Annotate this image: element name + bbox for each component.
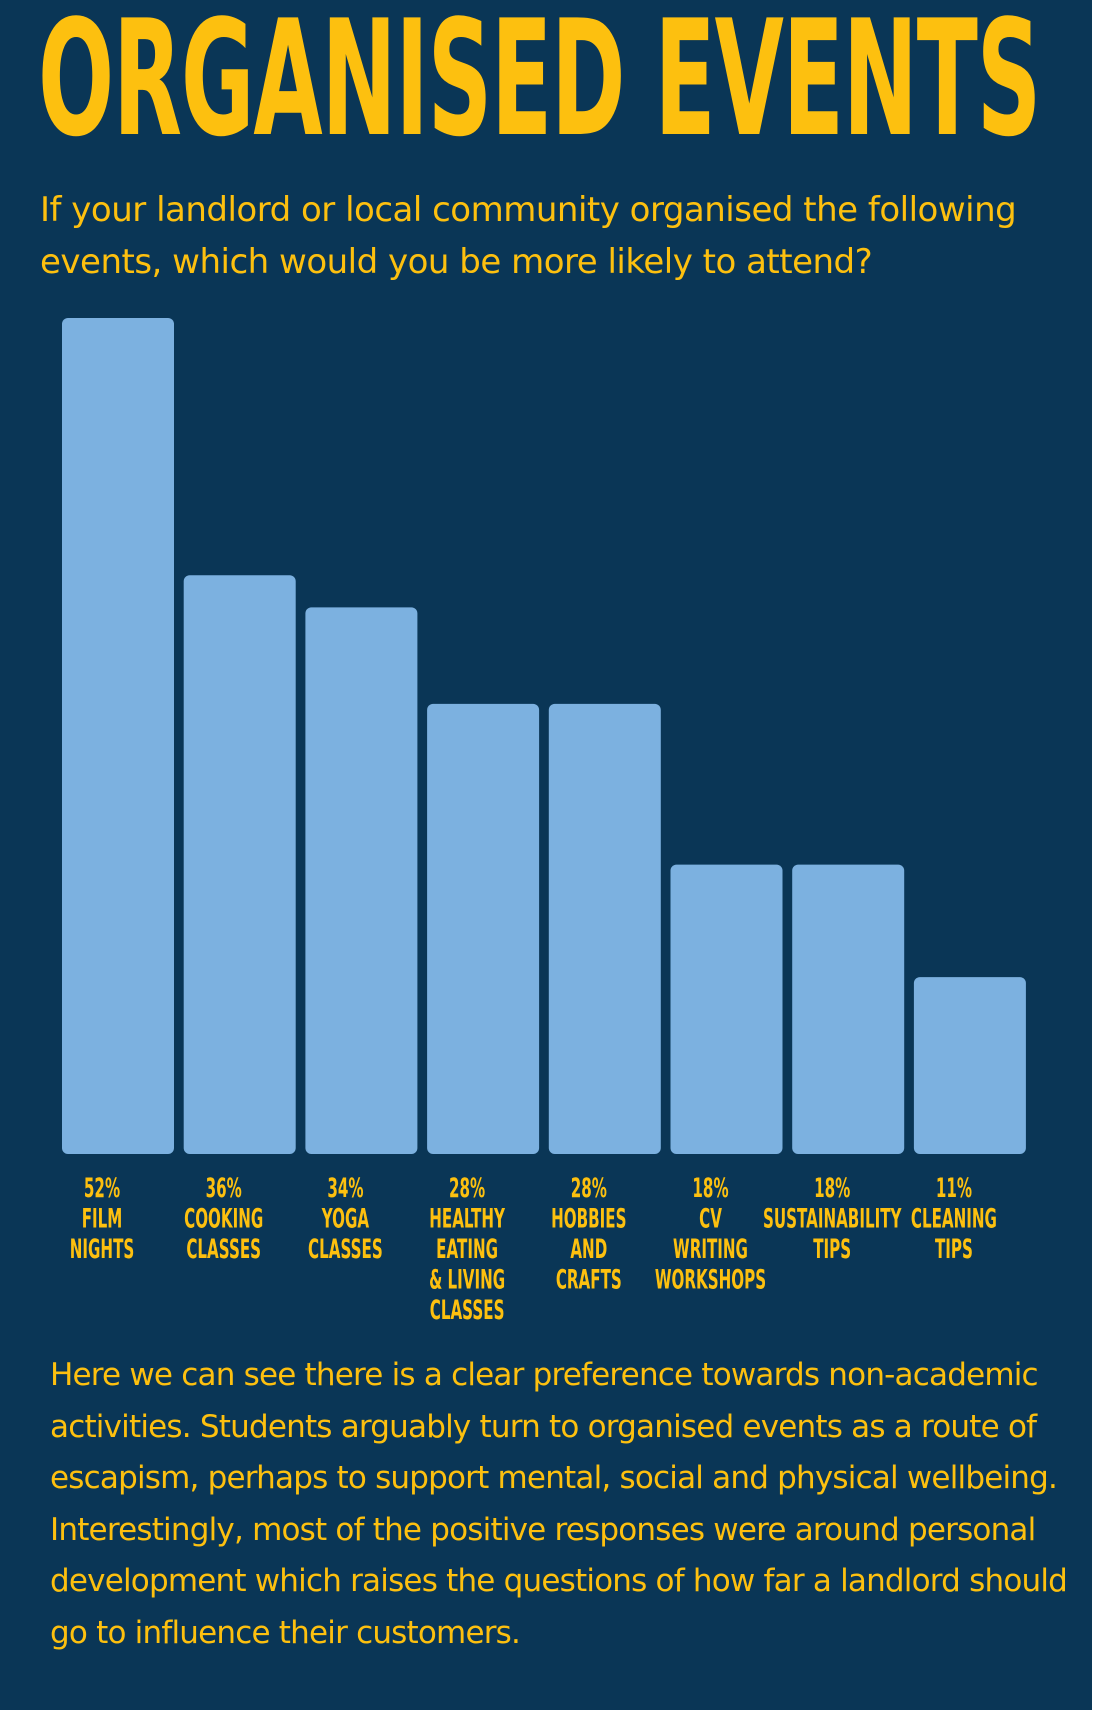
category-label-line: HOBBIES <box>551 1204 626 1235</box>
category-label-line: WORKSHOPS <box>655 1265 766 1296</box>
category-label-line: CV <box>699 1204 722 1235</box>
category-label-line: CLASSES <box>308 1235 383 1266</box>
category-label-line: CLEANING <box>911 1204 997 1235</box>
value-label-5: 18% <box>692 1174 728 1205</box>
category-label-line: & LIVING <box>429 1265 505 1296</box>
commentary-paragraph: Here we can see there is a clear prefere… <box>50 1357 1068 1651</box>
value-label-3: 28% <box>449 1174 485 1205</box>
bar-3 <box>427 703 540 1154</box>
category-label-line: HEALTHY <box>429 1204 506 1235</box>
category-label-line: SUSTAINABILITY <box>763 1204 902 1235</box>
category-label-1: 36% COOKING CLASSES <box>184 1174 263 1266</box>
category-label-line: WRITING <box>673 1235 748 1266</box>
bar-4 <box>548 703 661 1154</box>
category-label-7: 11% CLEANING TIPS <box>911 1174 997 1266</box>
value-label-1: 36% <box>206 1174 242 1205</box>
category-label-line: FILM <box>82 1204 123 1235</box>
category-label-line: NIGHTS <box>70 1235 135 1266</box>
value-label-4: 28% <box>571 1174 607 1205</box>
category-label-5: 18% CV WRITING WORKSHOPS <box>655 1174 766 1296</box>
category-label-3: 28% HEALTHY EATING & LIVING CLASSES <box>429 1174 506 1327</box>
bar-6 <box>792 864 905 1154</box>
bar-0 <box>62 318 174 1154</box>
bar-7 <box>913 977 1026 1154</box>
bar-5 <box>670 864 783 1154</box>
bars-group <box>62 318 1026 1154</box>
category-label-line: CRAFTS <box>556 1265 622 1296</box>
bar-1 <box>183 575 296 1154</box>
category-label-line: AND <box>570 1235 607 1266</box>
value-label-2: 34% <box>327 1174 363 1205</box>
category-label-6: 18% SUSTAINABILITY TIPS <box>763 1174 902 1266</box>
page-edge-divider <box>1092 0 1095 1710</box>
category-label-line: TIPS <box>813 1235 851 1266</box>
value-label-6: 18% <box>814 1174 850 1205</box>
category-label-0: 52% FILM NIGHTS <box>70 1174 135 1266</box>
value-label-7: 11% <box>936 1174 972 1205</box>
bar-2 <box>305 607 418 1154</box>
category-label-line: EATING <box>436 1235 498 1266</box>
survey-question: If your landlord or local community orga… <box>40 190 1017 282</box>
category-label-line: TIPS <box>935 1235 973 1266</box>
category-label-line: YOGA <box>321 1204 369 1235</box>
value-label-0: 52% <box>84 1174 120 1205</box>
category-label-4: 28% HOBBIES AND CRAFTS <box>551 1174 626 1296</box>
category-label-2: 34% YOGA CLASSES <box>308 1174 383 1266</box>
category-label-line: COOKING <box>184 1204 263 1235</box>
category-label-line: CLASSES <box>430 1296 505 1327</box>
category-label-line: CLASSES <box>186 1235 261 1266</box>
